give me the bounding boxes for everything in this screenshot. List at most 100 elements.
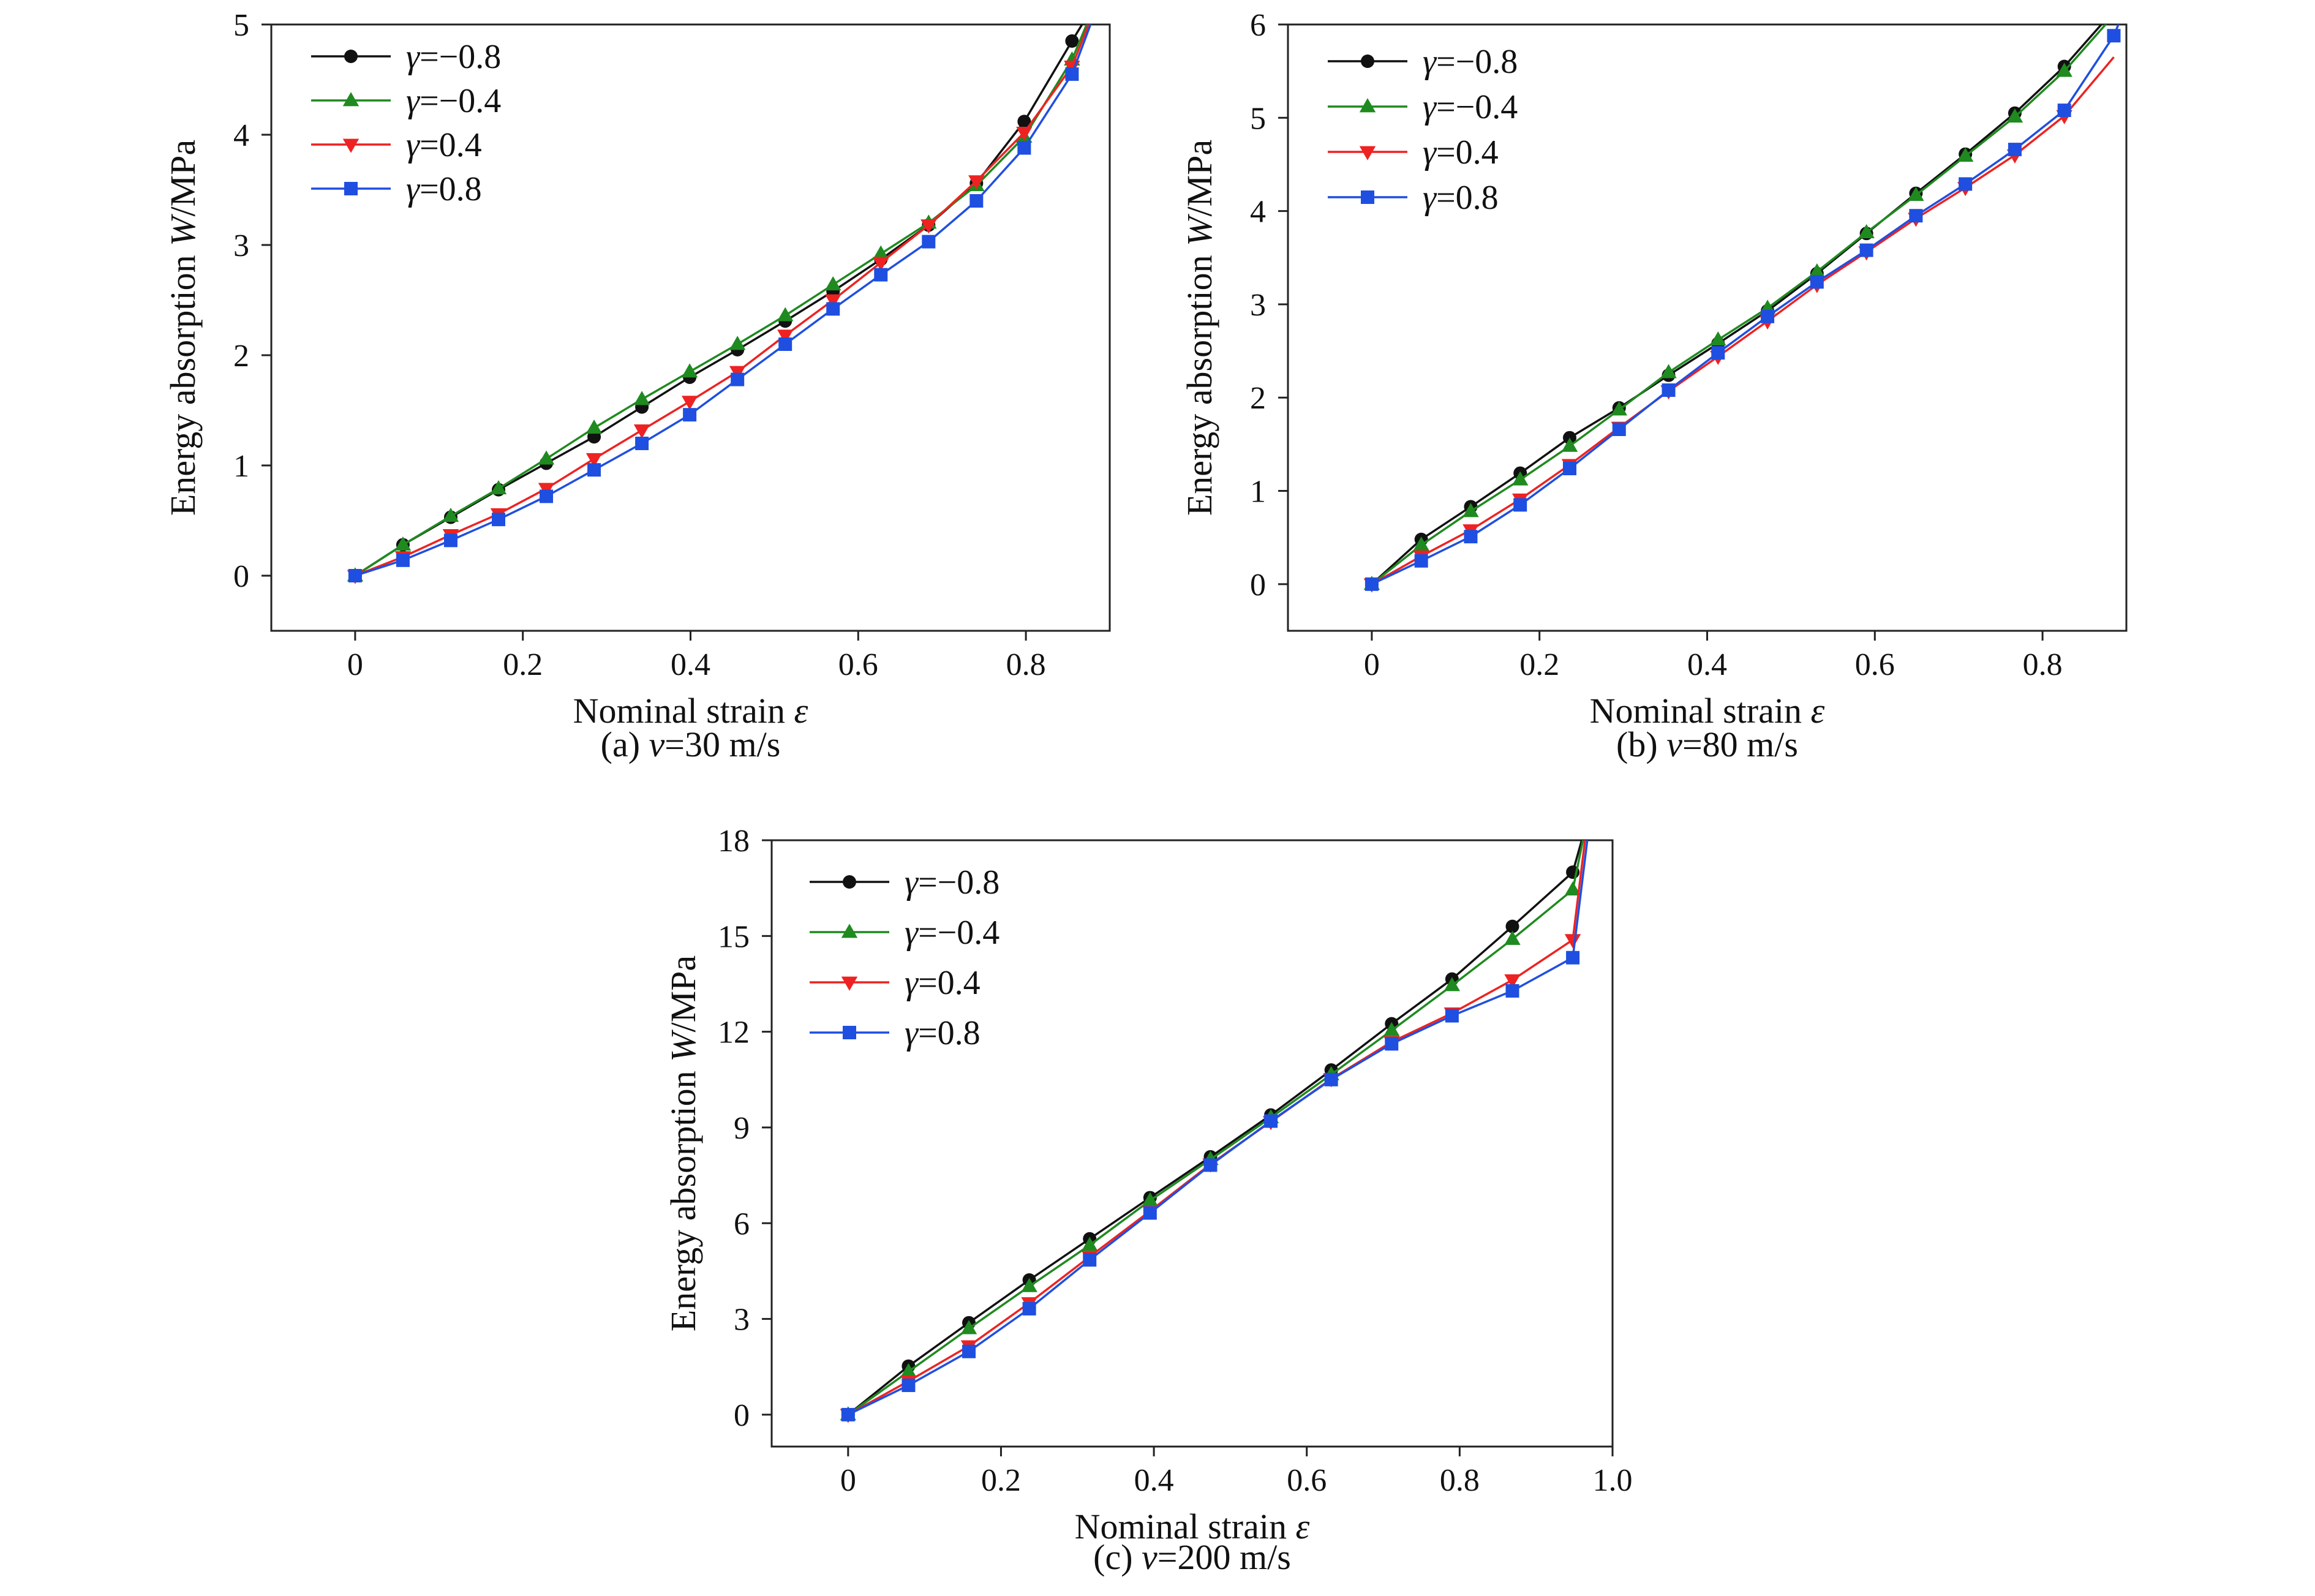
legend-marker xyxy=(1361,190,1374,204)
panel-caption: (a) v=30 m/s xyxy=(601,725,781,764)
data-point xyxy=(1710,331,1726,346)
legend-marker xyxy=(1359,98,1376,113)
data-point xyxy=(1082,1237,1098,1251)
data-point xyxy=(778,337,792,351)
data-point xyxy=(960,1320,977,1334)
data-point xyxy=(1662,383,1676,397)
data-point xyxy=(348,569,362,582)
legend-marker xyxy=(344,50,358,63)
data-point xyxy=(1365,577,1379,591)
legend-marker xyxy=(344,182,358,195)
data-point xyxy=(731,372,745,386)
legend-label: γ=0.8 xyxy=(406,170,482,208)
data-point xyxy=(683,408,697,422)
legend-marker xyxy=(1361,55,1374,68)
series-line xyxy=(1371,24,2103,585)
data-point xyxy=(633,424,650,439)
y-axis-label: Energy absorption W/MPa xyxy=(1180,140,1219,516)
data-point xyxy=(874,268,888,282)
x-tick-label: 0.2 xyxy=(503,647,543,682)
chart-panel-2: 0 0.2 0.4 0.6 0.8 0 1 2 3 4 5 6 Nominal strain ε Ener… xyxy=(1180,8,2128,764)
legend-item: γ=0.8 xyxy=(311,170,482,208)
data-point xyxy=(585,420,603,434)
data-point xyxy=(681,363,698,378)
legend: γ=−0.8 γ=−0.4 γ=0.4 γ=0.8 xyxy=(1328,43,1518,217)
data-point xyxy=(1065,34,1079,48)
data-point xyxy=(1383,1022,1400,1036)
y-tick-label: 3 xyxy=(233,228,249,263)
data-point xyxy=(1464,530,1478,544)
series-4 xyxy=(1365,24,2121,591)
y-tick-label: 6 xyxy=(1250,8,1266,43)
data-point xyxy=(1065,67,1079,81)
legend-item: γ=0.8 xyxy=(810,1014,981,1052)
legend-marker xyxy=(342,92,359,107)
x-tick-label: 0.6 xyxy=(838,647,878,682)
legend-item: γ=−0.8 xyxy=(311,38,501,76)
plot-frame xyxy=(770,839,1614,1448)
data-point xyxy=(585,453,603,467)
data-point xyxy=(1660,364,1677,378)
y-tick-label: 5 xyxy=(233,8,249,43)
data-point xyxy=(873,245,889,260)
y-tick-label: 2 xyxy=(233,339,249,374)
data-point xyxy=(902,1378,916,1392)
data-point xyxy=(1513,498,1527,512)
series-line xyxy=(1371,24,2107,585)
data-point xyxy=(443,533,457,548)
data-point xyxy=(1444,977,1461,992)
data-point xyxy=(2008,143,2022,157)
legend-label: γ=−0.4 xyxy=(406,82,501,120)
legend-label: γ=0.4 xyxy=(406,126,482,164)
data-point xyxy=(1564,881,1581,896)
x-tick-label: 0.8 xyxy=(1440,1463,1480,1498)
data-point xyxy=(969,194,984,208)
data-point xyxy=(442,508,459,522)
data-point xyxy=(1908,186,1924,201)
data-point xyxy=(1810,275,1824,289)
legend-marker xyxy=(843,1026,856,1039)
x-tick-label: 0.8 xyxy=(2023,647,2063,682)
data-point xyxy=(1562,461,1576,475)
x-axis-label: Nominal strain ε xyxy=(1590,691,1825,731)
x-axis-label: Nominal strain ε xyxy=(573,691,808,731)
x-tick-label: 1.0 xyxy=(1593,1463,1633,1498)
legend-item: γ=−0.4 xyxy=(810,914,999,952)
data-point xyxy=(1959,177,1973,191)
chart-panel-3: 0 0.2 0.4 0.6 0.8 1.0 0 3 6 9 12 15 18 Nominal strain… xyxy=(663,824,1633,1577)
legend-marker xyxy=(1359,146,1376,160)
y-tick-label: 5 xyxy=(1250,101,1266,136)
data-point xyxy=(1504,974,1521,988)
legend-label: γ=−0.8 xyxy=(905,864,999,902)
x-tick-label: 0.4 xyxy=(1687,647,1727,682)
data-point xyxy=(633,391,650,405)
data-point xyxy=(491,513,505,527)
plot-area xyxy=(1363,24,2121,593)
data-point xyxy=(587,463,601,477)
legend-marker xyxy=(841,924,858,938)
data-point xyxy=(394,536,412,551)
y-tick-label: 18 xyxy=(718,824,750,859)
data-point xyxy=(1612,423,1626,437)
data-point xyxy=(825,294,841,309)
plot-area xyxy=(840,840,1589,1423)
legend-item: γ=0.4 xyxy=(810,964,981,1002)
legend-item: γ=−0.4 xyxy=(1328,88,1518,126)
data-point xyxy=(1566,950,1580,965)
data-point xyxy=(1809,263,1826,277)
legend-marker xyxy=(342,138,359,153)
legend-label: γ=0.4 xyxy=(1423,134,1499,171)
legend-item: γ=−0.4 xyxy=(311,82,501,120)
data-point xyxy=(1761,309,1775,323)
legend-label: γ=−0.4 xyxy=(905,914,999,952)
x-tick-label: 0.4 xyxy=(1134,1463,1174,1498)
data-point xyxy=(873,257,889,271)
data-point xyxy=(538,450,555,465)
series-4 xyxy=(348,24,1092,582)
data-point xyxy=(900,1363,917,1377)
data-point xyxy=(1564,934,1581,949)
data-point xyxy=(1203,1158,1218,1172)
data-point xyxy=(2107,29,2121,43)
x-tick-label: 0.4 xyxy=(671,647,710,682)
panel-caption: (c) v=200 m/s xyxy=(1093,1537,1291,1577)
